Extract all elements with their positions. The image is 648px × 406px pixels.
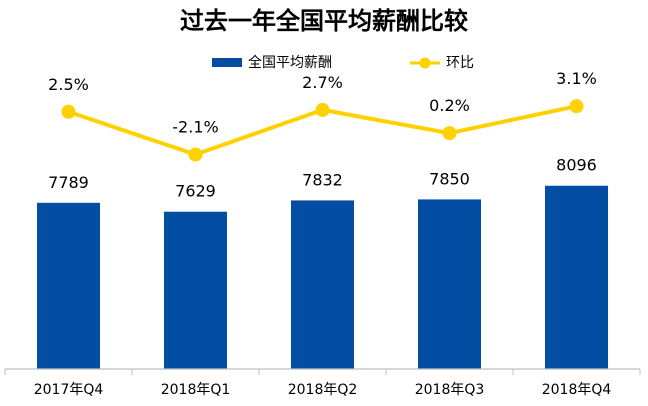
legend-marker-growth (419, 57, 431, 69)
x-axis: 2017年Q4 2018年Q1 2018年Q2 2018年Q3 2018年Q4 (4, 368, 641, 398)
bar-value-label: 7850 (429, 169, 470, 188)
x-tick-label: 2018年Q4 (542, 382, 612, 398)
line-layer: 2.5% -2.1% 2.7% 0.2% 3.1% (48, 69, 597, 162)
legend: 全国平均薪酬 环比 (212, 54, 474, 71)
growth-value-label: 2.7% (302, 73, 343, 92)
bar (418, 199, 481, 369)
bars-layer: 7789 7629 7832 7850 8096 (37, 156, 608, 369)
bar (291, 200, 354, 369)
legend-label-growth: 环比 (446, 55, 474, 71)
bar (164, 211, 227, 369)
x-tick-label: 2018年Q1 (161, 382, 231, 398)
growth-value-label: 0.2% (429, 96, 470, 115)
legend-label-salary: 全国平均薪酬 (248, 54, 332, 71)
growth-point (188, 147, 203, 162)
x-tick-label: 2017年Q4 (34, 382, 104, 398)
growth-value-label: 2.5% (48, 75, 89, 94)
bar (545, 185, 608, 369)
bar-value-label: 8096 (556, 156, 597, 175)
bar-value-label: 7789 (48, 173, 89, 192)
growth-value-label: 3.1% (556, 69, 597, 88)
bar-value-label: 7832 (302, 170, 343, 189)
x-tick-label: 2018年Q2 (288, 382, 358, 398)
growth-value-label: -2.1% (172, 118, 218, 137)
growth-point (569, 99, 584, 114)
growth-point (442, 126, 457, 141)
chart-title: 过去一年全国平均薪酬比较 (180, 7, 468, 35)
bar-value-label: 7629 (175, 182, 216, 201)
x-tick-label: 2018年Q3 (415, 382, 485, 398)
growth-point (61, 104, 76, 119)
growth-point (315, 102, 330, 117)
legend-swatch-salary (212, 58, 242, 67)
bar (37, 202, 100, 369)
